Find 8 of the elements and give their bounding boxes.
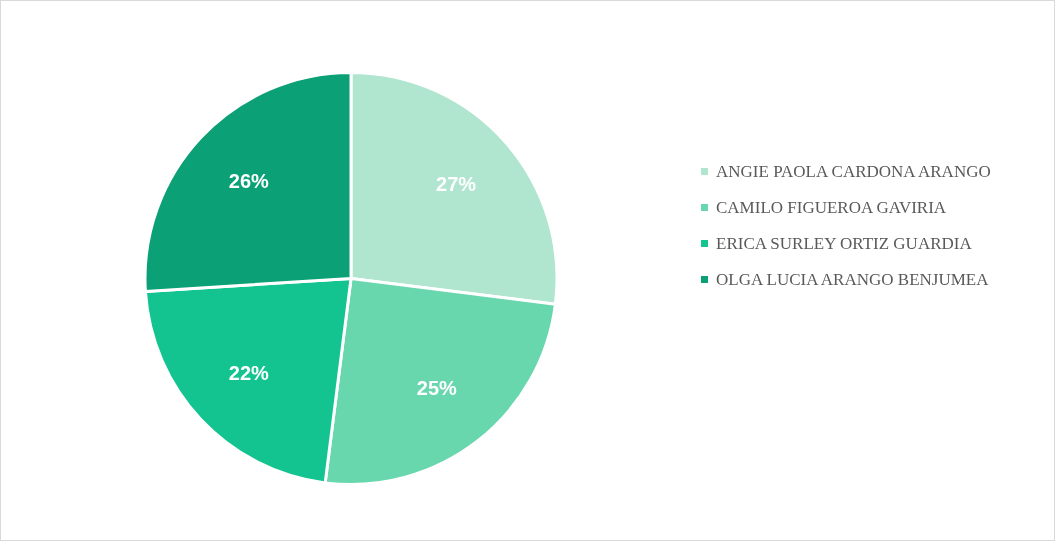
legend-label: OLGA LUCIA ARANGO BENJUMEA [716,269,990,291]
data-label: 27% [436,173,477,196]
legend-label: ERICA SURLEY ORTIZ GUARDIA [716,233,973,255]
legend-label: CAMILO FIGUEROA GAVIRIA [716,197,948,219]
data-label: 26% [228,170,270,193]
legend-label: ANGIE PAOLA CARDONA ARANGO [716,161,992,183]
data-label: 22% [228,361,270,384]
data-label: 25% [416,376,458,399]
